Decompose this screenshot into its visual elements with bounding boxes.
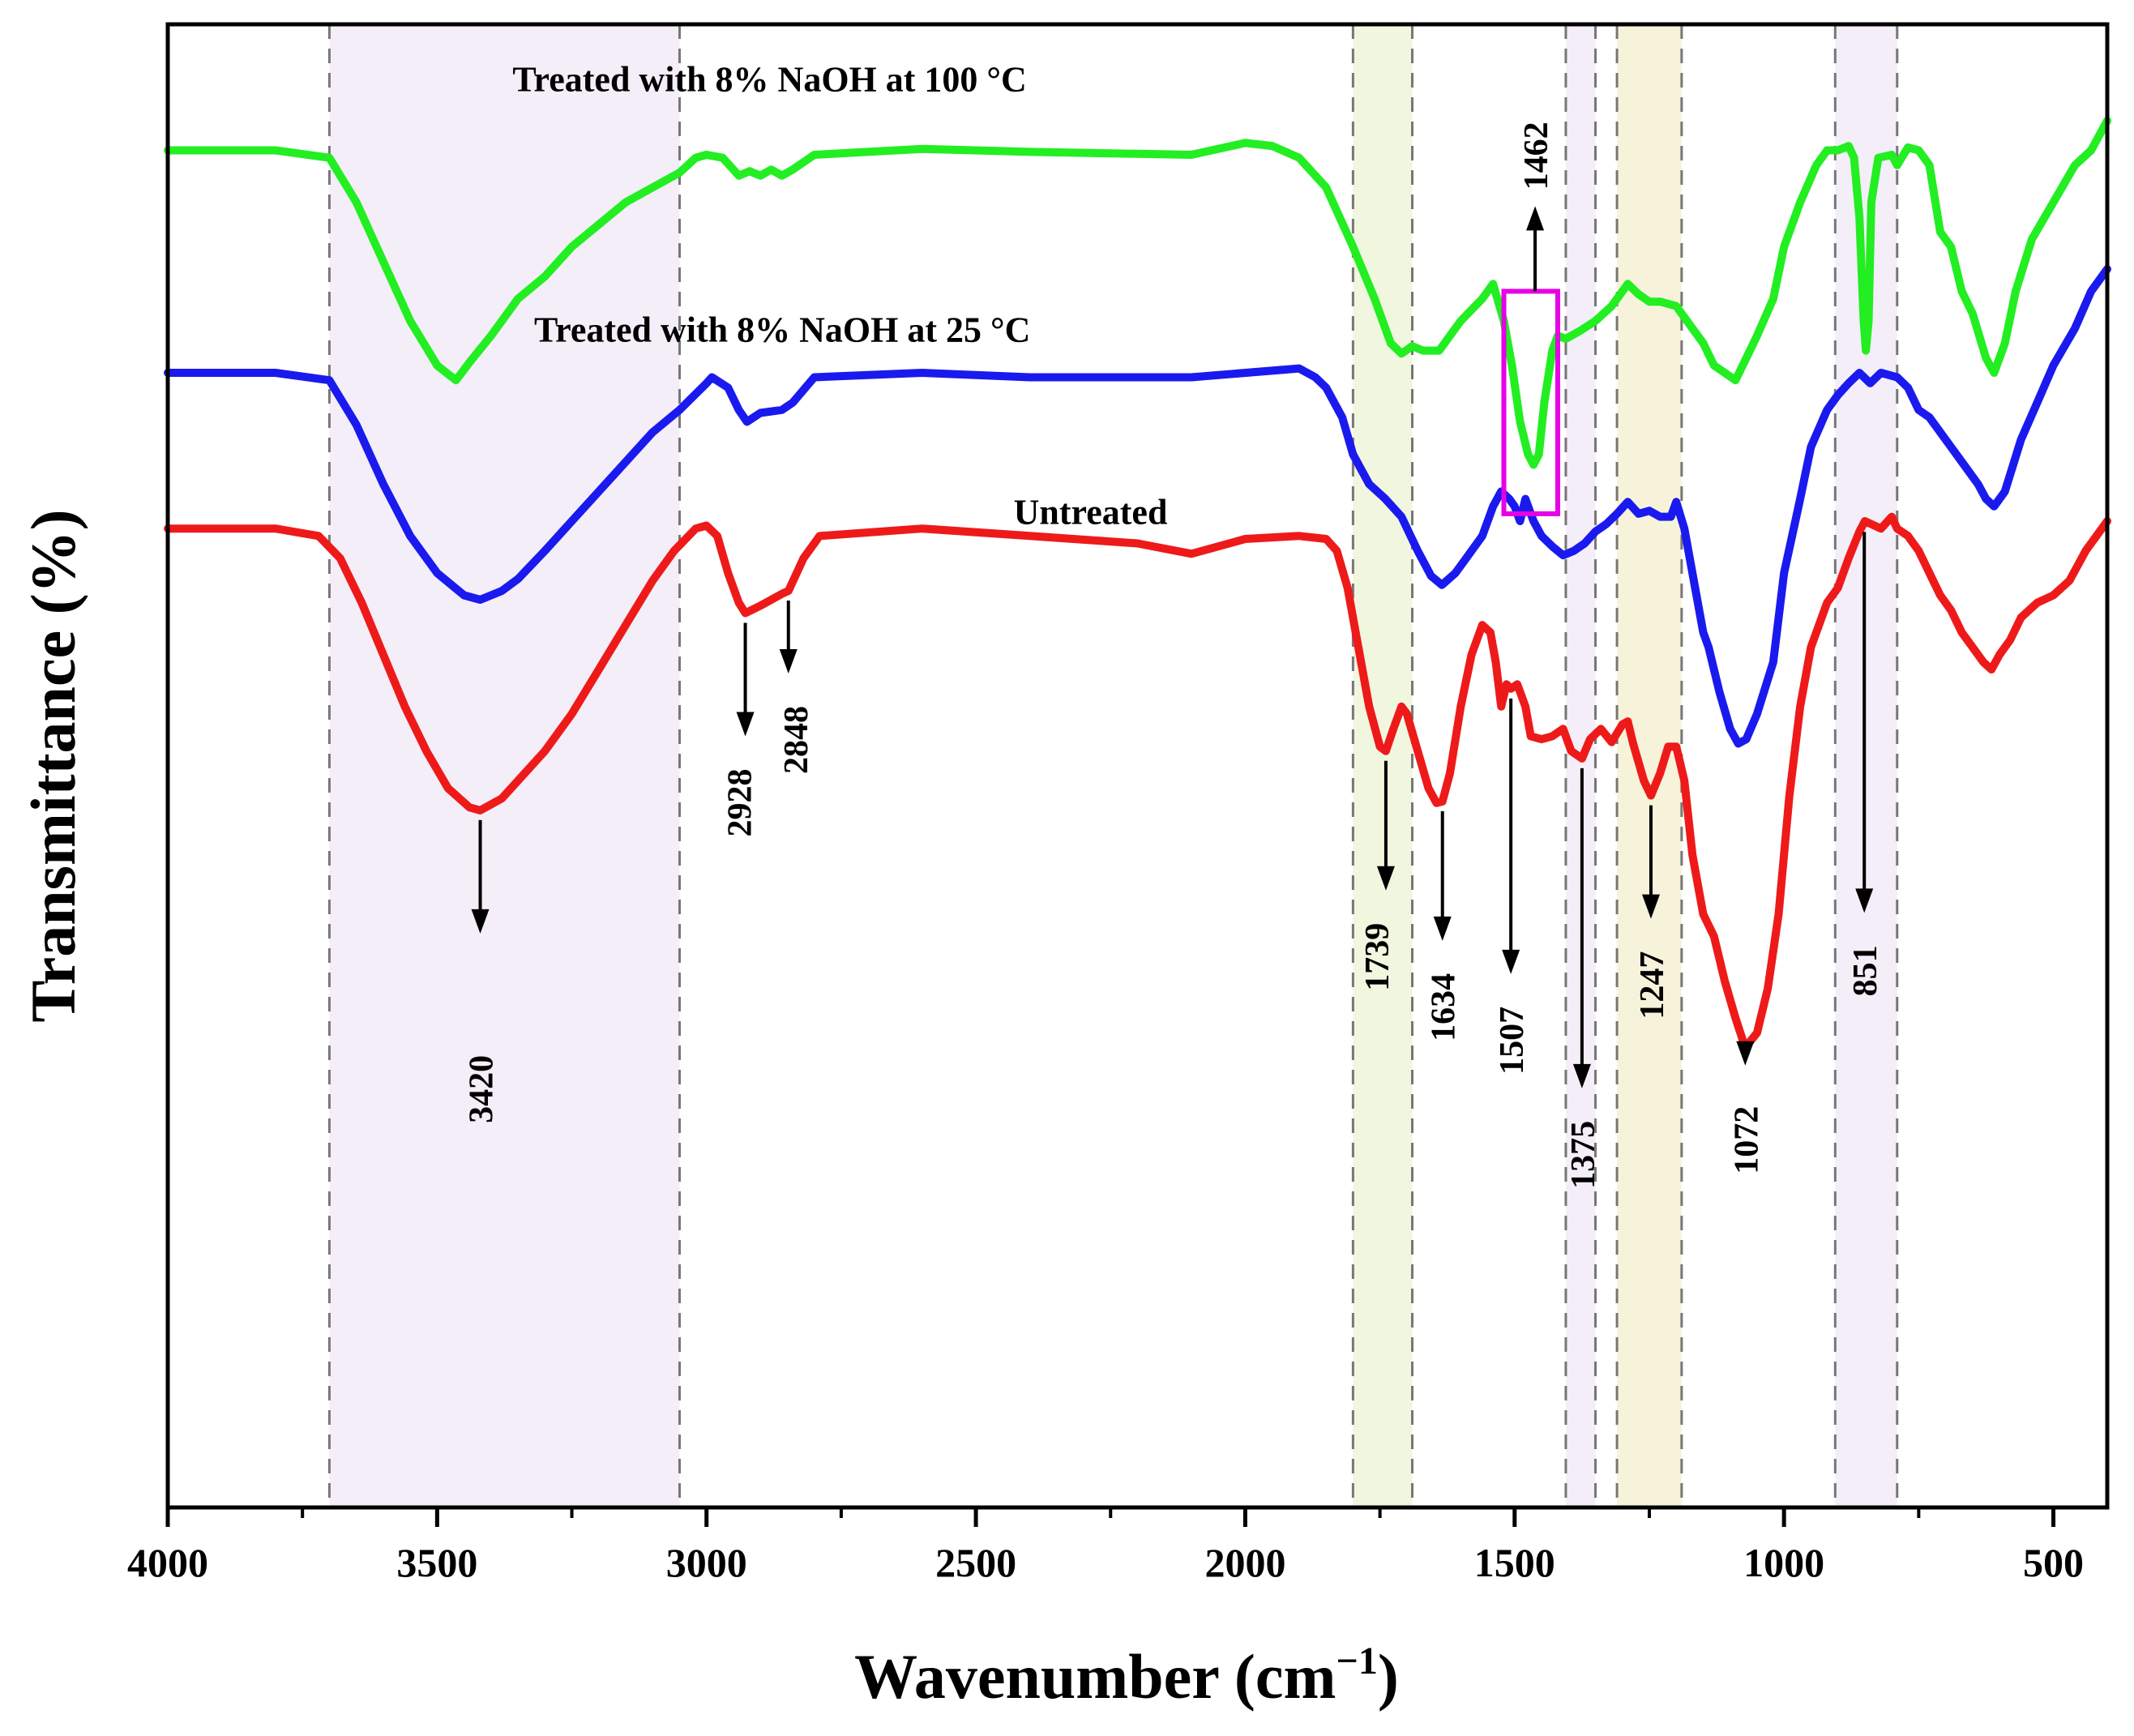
shaded-band-1	[1353, 24, 1413, 1507]
annotation-label-1072: 1072	[1728, 1106, 1765, 1174]
annotation-arrowhead-1507	[1502, 949, 1520, 974]
annotation-arrowhead-2928	[736, 712, 755, 737]
x-tick-label-2500: 2500	[935, 1540, 1016, 1585]
series-label-1: Treated with 8% NaOH at 25 °C	[534, 310, 1030, 350]
annotation-arrowhead-3420	[471, 909, 490, 934]
shaded-band-4	[1835, 24, 1897, 1507]
annotation-arrowhead-851	[1855, 888, 1874, 913]
spectra	[164, 116, 2111, 1052]
annotation-arrowhead-1739	[1376, 866, 1395, 891]
x-tick-label-4000: 4000	[127, 1540, 208, 1585]
x-axis-title-superscript: −1	[1336, 1640, 1378, 1683]
x-tick-label-1500: 1500	[1474, 1540, 1555, 1585]
series-line-2	[164, 512, 2111, 1052]
shaded-band-2	[1565, 24, 1596, 1507]
annotation-arrowhead-1375	[1572, 1063, 1591, 1088]
annotation-label-1634: 1634	[1426, 973, 1463, 1041]
shaded-bands	[329, 24, 1897, 1507]
series-line-1	[164, 265, 2111, 748]
annotation-label-2928: 2928	[722, 769, 759, 837]
highlight-box-group	[1501, 289, 1560, 516]
peak-annotations: 3420 2928 2848 1739 1634 1507 1375 1247 1072 851 1…	[464, 122, 1885, 1188]
series-label-2: Untreated	[1014, 493, 1168, 532]
series-line-0	[164, 116, 2111, 469]
x-tick-label-1000: 1000	[1743, 1540, 1824, 1585]
highlight-box	[1501, 289, 1560, 516]
annotation-label-1462: 1462	[1518, 122, 1555, 190]
annotation-label-1375: 1375	[1565, 1121, 1602, 1189]
annotation-label-3420: 3420	[464, 1055, 501, 1123]
annotation-label-2848: 2848	[778, 706, 815, 774]
annotation-label-1507: 1507	[1494, 1007, 1531, 1075]
x-axis-title-text: Wavenumber (cm	[854, 1641, 1336, 1712]
annotation-label-1247: 1247	[1634, 951, 1671, 1020]
annotation-arrowhead-2848	[779, 649, 798, 674]
series-label-0: Treated with 8% NaOH at 100 °C	[512, 59, 1026, 99]
annotation-arrowhead-1462	[1526, 206, 1545, 231]
annotation-arrowhead-1072	[1736, 1041, 1755, 1066]
y-axis-title: Transmittance (%)	[18, 509, 88, 1022]
annotation-label-1739: 1739	[1359, 923, 1396, 991]
annotation-arrowhead-1634	[1433, 916, 1452, 941]
x-tick-label-2000: 2000	[1204, 1540, 1285, 1585]
x-tick-label-3000: 3000	[666, 1540, 747, 1585]
shaded-band-0	[329, 24, 680, 1507]
series-labels: Treated with 8% NaOH at 100 °C Treated wi…	[512, 59, 1167, 532]
x-tick-label-3500: 3500	[396, 1540, 477, 1585]
annotation-arrowhead-1247	[1641, 894, 1660, 919]
shaded-band-3	[1617, 24, 1682, 1507]
x-axis-title-close: )	[1378, 1641, 1399, 1712]
plot-frame	[165, 22, 2110, 1510]
annotation-label-851: 851	[1847, 945, 1884, 996]
x-tick-label-500: 500	[2023, 1540, 2084, 1585]
x-axis-ticks: 4000 3500 3000 2500 2000 1500 1000 500	[127, 1507, 2084, 1585]
x-axis-title: Wavenumber (cm−1)	[854, 1640, 1399, 1712]
